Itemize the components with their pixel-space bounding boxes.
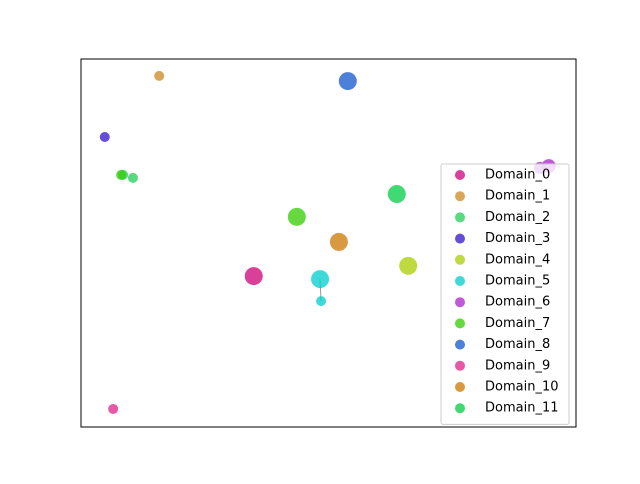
point [399, 256, 418, 275]
point [154, 70, 165, 81]
legend-marker [455, 382, 465, 392]
point [311, 270, 330, 289]
point [329, 232, 348, 251]
legend-marker [455, 297, 465, 308]
axes-frame [80, 58, 577, 428]
legend-marker [455, 170, 465, 180]
legend-label: Domain_1 [485, 189, 550, 204]
legend-marker [455, 339, 465, 350]
legend-label: Domain_6 [485, 295, 550, 310]
legend-label: Domain_7 [485, 316, 550, 331]
legend-label: Domain_8 [485, 337, 550, 352]
legend-label: Domain_2 [485, 210, 550, 225]
legend-label: Domain_9 [485, 358, 550, 373]
legend-label: Domain_4 [485, 252, 550, 267]
point [338, 72, 357, 91]
point [108, 403, 119, 414]
legend-marker [455, 403, 465, 414]
legend-label: Domain_10 [485, 380, 559, 395]
legend-label: Domain_11 [485, 401, 559, 416]
legend-marker [455, 318, 465, 329]
legend-marker [455, 191, 465, 202]
point [127, 172, 138, 183]
point [116, 169, 127, 180]
point [99, 132, 110, 143]
point [287, 207, 306, 226]
point [387, 185, 406, 204]
legend-marker [455, 233, 465, 244]
legend-marker [455, 360, 465, 371]
legend-label: Domain_3 [485, 231, 550, 246]
legend-marker [455, 254, 465, 265]
point [244, 267, 263, 286]
legend-marker [455, 212, 465, 223]
legend-marker [455, 276, 465, 286]
legend-box [440, 163, 570, 425]
point [316, 296, 327, 307]
legend-label: Domain_0 [485, 168, 550, 183]
legend-label: Domain_5 [485, 274, 550, 289]
